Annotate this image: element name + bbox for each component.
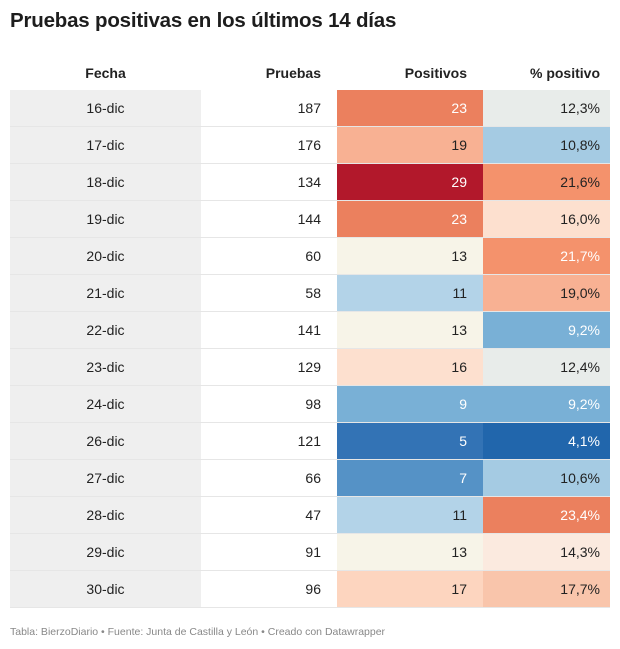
cell-pruebas: 47 bbox=[305, 507, 321, 523]
cell-pct-positivo: 10,8% bbox=[483, 127, 610, 163]
table-row: 16-dic 187 23 12,3% bbox=[10, 90, 610, 127]
table-row: 24-dic 98 9 9,2% bbox=[10, 386, 610, 423]
cell-positivos: 5 bbox=[337, 423, 483, 459]
cell-pct-positivo: 12,3% bbox=[483, 90, 610, 126]
cell-pct-positivo: 12,4% bbox=[483, 349, 610, 385]
table-row: 20-dic 60 13 21,7% bbox=[10, 238, 610, 275]
cell-positivos: 9 bbox=[337, 386, 483, 422]
cell-pruebas: 187 bbox=[297, 100, 321, 116]
cell-fecha: 16-dic bbox=[10, 90, 201, 126]
cell-pct-positivo: 4,1% bbox=[483, 423, 610, 459]
table-row: 18-dic 134 29 21,6% bbox=[10, 164, 610, 201]
cell-fecha: 22-dic bbox=[10, 312, 201, 348]
cell-pruebas: 60 bbox=[305, 248, 321, 264]
cell-fecha: 30-dic bbox=[10, 571, 201, 607]
cell-pruebas: 91 bbox=[305, 544, 321, 560]
cell-pruebas: 66 bbox=[305, 470, 321, 486]
header-fecha: Fecha bbox=[85, 65, 126, 81]
cell-positivos: 23 bbox=[337, 90, 483, 126]
cell-pct-positivo: 21,7% bbox=[483, 238, 610, 274]
cell-pruebas: 129 bbox=[297, 359, 321, 375]
cell-positivos: 13 bbox=[337, 312, 483, 348]
cell-positivos: 11 bbox=[337, 275, 483, 311]
cell-pruebas: 121 bbox=[297, 433, 321, 449]
table-row: 28-dic 47 11 23,4% bbox=[10, 497, 610, 534]
cell-pruebas: 58 bbox=[305, 285, 321, 301]
cell-fecha: 20-dic bbox=[10, 238, 201, 274]
table-header: Fecha Pruebas Positivos % positivo bbox=[10, 56, 610, 90]
cell-pct-positivo: 9,2% bbox=[483, 386, 610, 422]
cell-positivos: 19 bbox=[337, 127, 483, 163]
cell-pruebas: 176 bbox=[297, 137, 321, 153]
cell-fecha: 17-dic bbox=[10, 127, 201, 163]
chart-title: Pruebas positivas en los últimos 14 días bbox=[10, 9, 397, 32]
cell-pct-positivo: 10,6% bbox=[483, 460, 610, 496]
cell-positivos: 23 bbox=[337, 201, 483, 237]
cell-fecha: 18-dic bbox=[10, 164, 201, 200]
cell-fecha: 27-dic bbox=[10, 460, 201, 496]
cell-fecha: 21-dic bbox=[10, 275, 201, 311]
table-row: 29-dic 91 13 14,3% bbox=[10, 534, 610, 571]
cell-positivos: 17 bbox=[337, 571, 483, 607]
table-row: 17-dic 176 19 10,8% bbox=[10, 127, 610, 164]
cell-positivos: 13 bbox=[337, 238, 483, 274]
cell-pct-positivo: 16,0% bbox=[483, 201, 610, 237]
cell-positivos: 13 bbox=[337, 534, 483, 570]
table-row: 26-dic 121 5 4,1% bbox=[10, 423, 610, 460]
cell-pct-positivo: 23,4% bbox=[483, 497, 610, 533]
cell-fecha: 28-dic bbox=[10, 497, 201, 533]
cell-fecha: 23-dic bbox=[10, 349, 201, 385]
cell-pruebas: 98 bbox=[305, 396, 321, 412]
footer-credits: Tabla: BierzoDiario • Fuente: Junta de C… bbox=[10, 626, 386, 638]
cell-positivos: 29 bbox=[337, 164, 483, 200]
cell-positivos: 11 bbox=[337, 497, 483, 533]
cell-fecha: 24-dic bbox=[10, 386, 201, 422]
cell-pct-positivo: 9,2% bbox=[483, 312, 610, 348]
header-positivos: Positivos bbox=[404, 65, 467, 81]
table-row: 22-dic 141 13 9,2% bbox=[10, 312, 610, 349]
header-pct-positivo: % positivo bbox=[529, 65, 600, 81]
cell-positivos: 16 bbox=[337, 349, 483, 385]
table-row: 30-dic 96 17 17,7% bbox=[10, 571, 610, 608]
data-table: Fecha Pruebas Positivos % positivo 16-di… bbox=[10, 56, 610, 608]
header-pruebas: Pruebas bbox=[265, 65, 321, 81]
cell-fecha: 19-dic bbox=[10, 201, 201, 237]
cell-pruebas: 144 bbox=[297, 211, 321, 227]
cell-positivos: 7 bbox=[337, 460, 483, 496]
cell-pruebas: 96 bbox=[305, 581, 321, 597]
table-body: 16-dic 187 23 12,3% 17-dic 176 19 10,8% 18-dic 13… bbox=[10, 90, 610, 608]
cell-pct-positivo: 19,0% bbox=[483, 275, 610, 311]
table-row: 21-dic 58 11 19,0% bbox=[10, 275, 610, 312]
table-row: 19-dic 144 23 16,0% bbox=[10, 201, 610, 238]
cell-fecha: 29-dic bbox=[10, 534, 201, 570]
cell-pruebas: 141 bbox=[297, 322, 321, 338]
table-row: 27-dic 66 7 10,6% bbox=[10, 460, 610, 497]
cell-pct-positivo: 17,7% bbox=[483, 571, 610, 607]
cell-pct-positivo: 21,6% bbox=[483, 164, 610, 200]
cell-pct-positivo: 14,3% bbox=[483, 534, 610, 570]
table-row: 23-dic 129 16 12,4% bbox=[10, 349, 610, 386]
cell-pruebas: 134 bbox=[297, 174, 321, 190]
cell-fecha: 26-dic bbox=[10, 423, 201, 459]
